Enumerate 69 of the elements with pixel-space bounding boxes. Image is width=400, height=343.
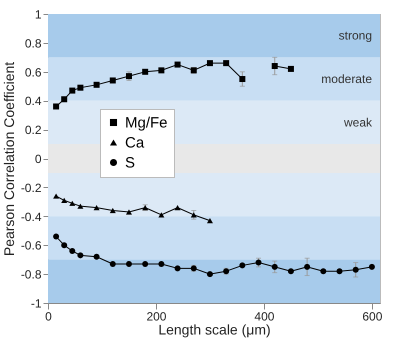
point (158, 260, 164, 267)
y-tick-label: -0.8 (20, 268, 42, 282)
point (110, 208, 116, 214)
point (61, 198, 68, 204)
y-axis-title: Pearson Correlation Coefficient (0, 62, 17, 256)
y-tick-label: -1 (30, 296, 42, 310)
point (61, 242, 68, 248)
point (158, 212, 164, 218)
x-axis-title: Length scale (μm) (158, 322, 271, 338)
point (174, 265, 181, 272)
y-tick-label: 0.8 (24, 36, 42, 50)
y-tick-label: 0.6 (24, 65, 42, 80)
x-tick-label: 400 (254, 310, 275, 324)
point (174, 205, 181, 210)
band-label: moderate (321, 72, 372, 86)
point (61, 96, 68, 102)
point (94, 205, 100, 210)
point (206, 60, 213, 66)
point (110, 260, 116, 267)
point (206, 218, 213, 224)
point (77, 252, 84, 258)
point (190, 212, 197, 218)
point (69, 248, 76, 254)
point (126, 73, 132, 80)
point (53, 234, 60, 240)
legend-label: Mg/Fe (125, 114, 168, 132)
y-tick-label: -0.4 (20, 210, 42, 224)
point (69, 88, 76, 94)
point (239, 262, 246, 268)
point (142, 260, 148, 267)
point (304, 264, 310, 270)
point (288, 268, 294, 274)
point (320, 268, 326, 274)
point (272, 264, 278, 270)
x-tick-label: 200 (146, 310, 167, 324)
x-tick-label: 600 (362, 310, 383, 324)
legend-label: S (125, 154, 136, 172)
point (158, 67, 164, 74)
y-tick-label: 0 (34, 152, 42, 166)
y-tick-label: 0.4 (24, 94, 42, 108)
point (256, 260, 262, 266)
point (142, 68, 148, 75)
point (174, 62, 181, 68)
point (94, 82, 100, 88)
point (77, 204, 84, 209)
point (110, 77, 116, 84)
point (352, 266, 359, 273)
point (288, 66, 294, 72)
x-tick-label: 0 (45, 310, 52, 324)
point (126, 260, 132, 267)
y-tick-label: -0.6 (20, 238, 42, 253)
y-tick-label: -0.2 (20, 180, 42, 195)
band-label: weak (342, 115, 373, 130)
point (239, 76, 246, 82)
point (368, 264, 375, 270)
point (94, 254, 100, 260)
y-tick-label: 0.2 (24, 123, 42, 138)
point (53, 193, 60, 199)
point (69, 200, 76, 206)
point (272, 63, 278, 70)
point (336, 268, 343, 274)
y-tick-label: 1 (34, 8, 42, 22)
point (126, 209, 132, 215)
legend-label: Ca (125, 134, 145, 152)
point (77, 84, 84, 91)
band-label: strong (338, 28, 372, 43)
point (223, 60, 230, 66)
point (206, 271, 213, 278)
point (53, 103, 60, 110)
